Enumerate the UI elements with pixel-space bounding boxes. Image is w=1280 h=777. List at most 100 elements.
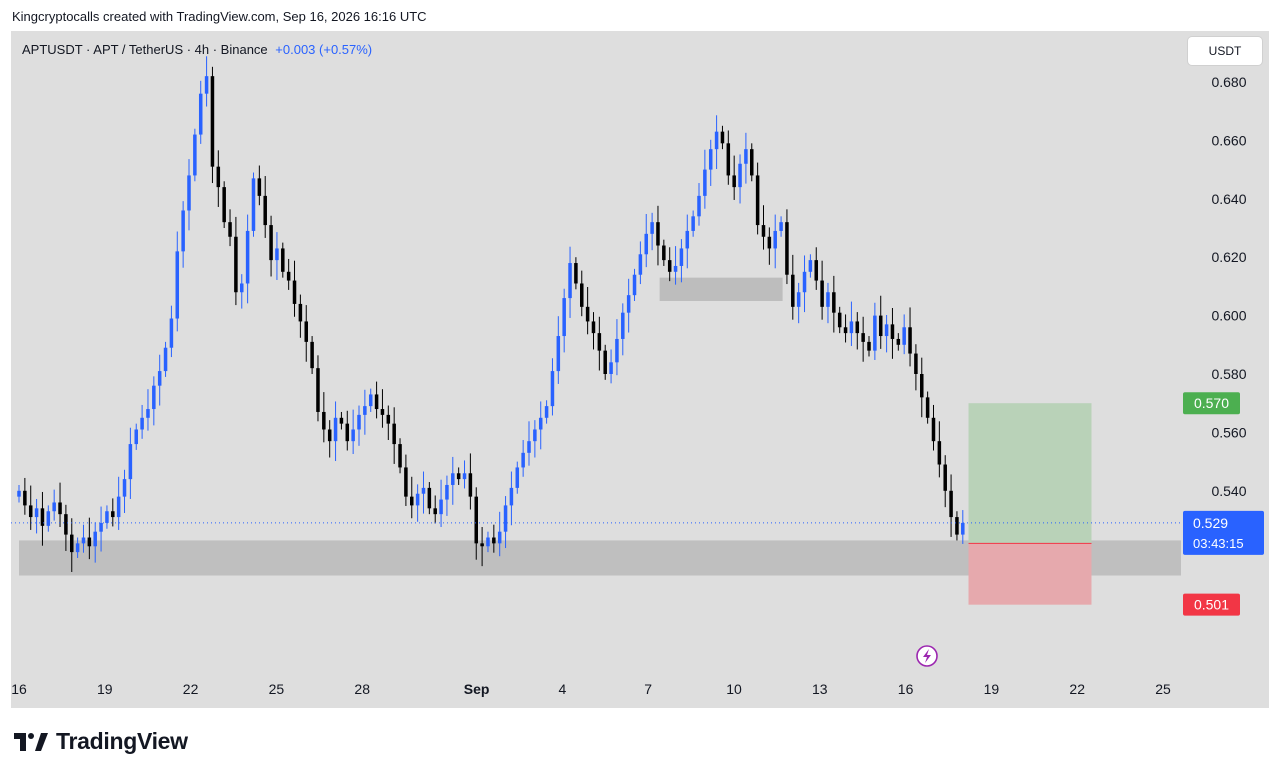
candle-body bbox=[497, 531, 502, 544]
candle-body bbox=[691, 216, 695, 231]
x-tick-label: 22 bbox=[183, 681, 199, 697]
y-tick-label: 0.660 bbox=[1211, 132, 1246, 148]
candle-body bbox=[240, 283, 244, 293]
candle-body bbox=[298, 303, 303, 322]
candle-body bbox=[556, 336, 561, 372]
candle-body bbox=[310, 341, 314, 369]
candle-body bbox=[626, 295, 631, 313]
stop-zone bbox=[968, 543, 1092, 605]
candle-body bbox=[181, 210, 185, 252]
candle-body bbox=[17, 490, 21, 497]
candle-body bbox=[515, 467, 520, 488]
candle-body bbox=[351, 429, 355, 442]
candle-body bbox=[193, 134, 197, 176]
candle-body bbox=[146, 409, 150, 418]
candle-body bbox=[398, 444, 402, 468]
candles-layer bbox=[17, 56, 965, 572]
candle-body bbox=[433, 508, 437, 515]
target-badge bbox=[1183, 392, 1240, 415]
candle-body bbox=[937, 441, 942, 465]
candle-body bbox=[339, 417, 344, 424]
candle-body bbox=[761, 225, 766, 237]
x-tick-label: 28 bbox=[354, 681, 370, 697]
candle-body bbox=[70, 534, 74, 553]
current-price-badge bbox=[1183, 510, 1264, 555]
candle-body bbox=[832, 292, 836, 313]
candle-body bbox=[257, 178, 262, 196]
candle-body bbox=[837, 312, 842, 328]
candle-body bbox=[550, 371, 555, 407]
candle-body bbox=[779, 222, 783, 231]
candle-body bbox=[480, 543, 484, 547]
x-tick-label: 19 bbox=[984, 681, 1000, 697]
x-tick-label: 22 bbox=[1069, 681, 1085, 697]
tradingview-logo-icon bbox=[14, 732, 48, 751]
candle-body bbox=[949, 490, 953, 518]
candle-body bbox=[796, 292, 801, 307]
candle-body bbox=[650, 222, 654, 234]
candle-body bbox=[562, 298, 566, 337]
y-tick-label: 0.600 bbox=[1211, 308, 1246, 324]
x-tick-label: 16 bbox=[898, 681, 914, 697]
candle-body bbox=[134, 429, 139, 445]
candle-body bbox=[767, 236, 772, 249]
y-tick-label: 0.680 bbox=[1211, 74, 1246, 90]
candle-body bbox=[363, 406, 367, 415]
candle-body bbox=[439, 499, 443, 515]
candle-body bbox=[327, 429, 332, 442]
symbol-info: APTUSDT · APT / TetherUS · 4h · Binance … bbox=[22, 42, 372, 57]
candle-body bbox=[152, 385, 156, 410]
candle-body bbox=[122, 479, 127, 497]
candle-body bbox=[574, 263, 578, 284]
candle-body bbox=[392, 423, 396, 445]
candle-body bbox=[468, 473, 473, 497]
candle-body bbox=[538, 417, 543, 430]
candle-body bbox=[591, 321, 596, 334]
candle-body bbox=[456, 473, 461, 480]
symbol-title: APTUSDT · APT / TetherUS · 4h · Binance bbox=[22, 42, 268, 57]
candle-body bbox=[286, 271, 291, 281]
stop-badge-label: 0.501 bbox=[1194, 597, 1229, 613]
candle-body bbox=[116, 496, 121, 518]
candle-body bbox=[855, 321, 860, 334]
x-tick-label: 10 bbox=[726, 681, 742, 697]
x-tick-label: 25 bbox=[269, 681, 285, 697]
alert-icon[interactable] bbox=[916, 645, 938, 667]
countdown-label: 03:43:15 bbox=[1193, 536, 1244, 551]
currency-button[interactable]: USDT bbox=[1188, 37, 1262, 65]
candle-body bbox=[374, 394, 379, 410]
candle-body bbox=[333, 417, 338, 442]
candle-body bbox=[345, 423, 350, 442]
candle-body bbox=[64, 514, 68, 535]
candle-body bbox=[263, 195, 267, 226]
candle-body bbox=[105, 511, 109, 523]
zones-layer bbox=[19, 277, 1181, 605]
candle-body bbox=[785, 222, 789, 275]
candle-body bbox=[128, 444, 133, 480]
candle-body bbox=[961, 522, 965, 535]
candle-body bbox=[34, 508, 39, 518]
candle-body bbox=[849, 321, 854, 334]
x-tick-label: 7 bbox=[644, 681, 652, 697]
candle-body bbox=[140, 417, 144, 430]
candle-body bbox=[632, 274, 637, 296]
chart-caption: Kingcryptocalls created with TradingView… bbox=[12, 9, 427, 24]
candle-body bbox=[157, 371, 162, 386]
candle-body bbox=[902, 327, 906, 345]
candle-body bbox=[87, 537, 92, 547]
candle-body bbox=[99, 522, 103, 532]
candle-body bbox=[585, 306, 590, 322]
candle-body bbox=[685, 230, 690, 249]
target-zone bbox=[968, 403, 1092, 544]
candle-body bbox=[187, 175, 191, 211]
candle-body bbox=[873, 315, 877, 351]
candle-body bbox=[667, 260, 672, 272]
candle-body bbox=[943, 464, 947, 491]
candle-body bbox=[931, 417, 936, 442]
candle-body bbox=[509, 487, 514, 506]
candle-body bbox=[644, 233, 649, 255]
candle-body bbox=[638, 254, 643, 275]
target-badge-label: 0.570 bbox=[1194, 395, 1229, 411]
candle-body bbox=[908, 327, 912, 354]
